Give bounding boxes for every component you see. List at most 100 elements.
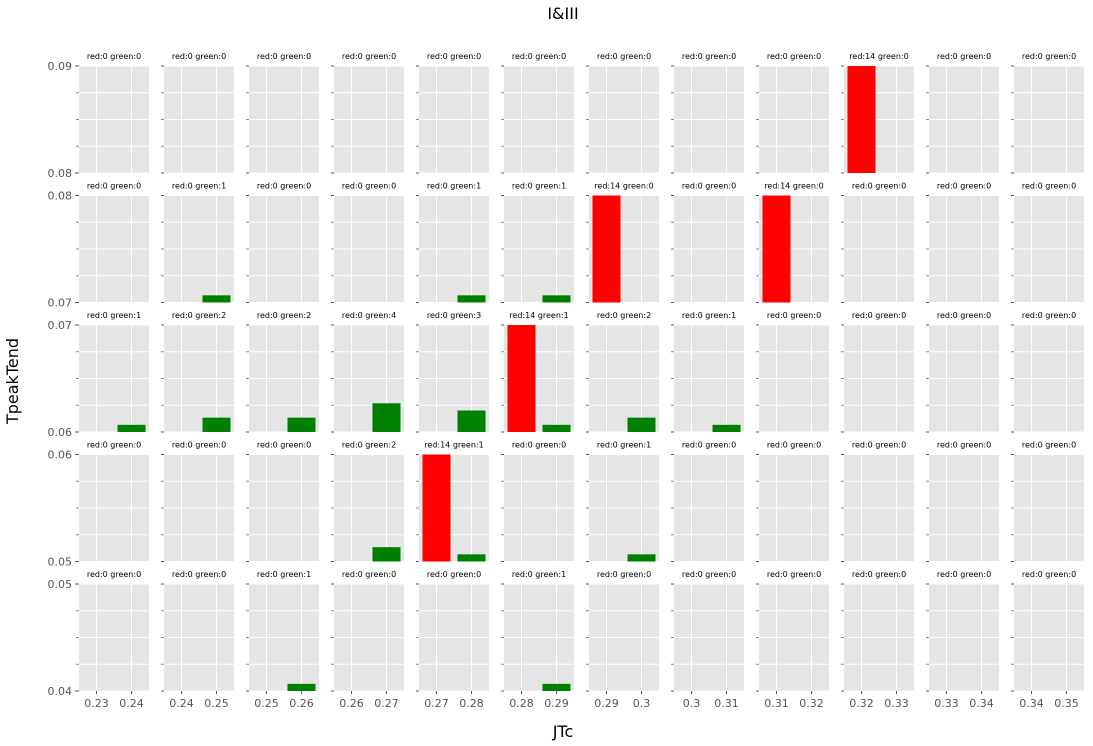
y-tick-label: 0.09 — [48, 60, 73, 73]
panel-title: red:0 green:4 — [342, 311, 396, 320]
panel-title: red:0 green:0 — [597, 52, 651, 61]
panel-title: red:0 green:1 — [512, 182, 566, 191]
panel-r0-c11: red:0 green:0 — [1011, 52, 1084, 174]
panel-title: red:0 green:0 — [852, 441, 906, 450]
y-tick-label: 0.06 — [48, 449, 73, 462]
bar-green — [202, 295, 231, 303]
panel-title: red:0 green:0 — [342, 182, 396, 191]
panel-title: red:0 green:2 — [597, 311, 651, 320]
y-tick-label: 0.07 — [48, 297, 73, 310]
panel-title: red:0 green:0 — [342, 570, 396, 579]
panel-r3-c9: red:0 green:0 — [841, 441, 914, 562]
bar-green — [117, 424, 146, 432]
panel-title: red:0 green:0 — [767, 52, 821, 61]
y-tick-label: 0.05 — [48, 556, 73, 569]
panel-r2-c3: red:0 green:4 — [331, 311, 404, 433]
panel-r3-c11: red:0 green:0 — [1011, 441, 1084, 562]
panel-r4-c1: red:0 green:0 0.24 0.25 — [161, 570, 234, 710]
panel-title: red:14 green:1 — [509, 311, 568, 320]
panel-r2-c4: red:0 green:3 — [416, 311, 489, 433]
panel-title: red:0 green:0 — [172, 570, 226, 579]
panel-r4-c4: red:0 green:0 0.27 0.28 — [416, 570, 489, 710]
y-tick-label: 0.06 — [48, 426, 73, 439]
panel-title: red:0 green:0 — [767, 441, 821, 450]
panel-r3-c3: red:0 green:2 — [331, 441, 404, 562]
bar-green — [457, 554, 486, 562]
y-tick-label: 0.08 — [48, 167, 73, 180]
panel-title: red:0 green:0 — [257, 52, 311, 61]
panel-title: red:14 green:0 — [849, 52, 908, 61]
panel-title: red:0 green:0 — [87, 570, 141, 579]
panel-r2-c10: red:0 green:0 — [926, 311, 999, 433]
bar-green — [457, 410, 486, 432]
figure-title: I&III — [547, 4, 578, 23]
x-tick-label: 0.32 — [799, 697, 824, 710]
panel-title: red:0 green:0 — [257, 441, 311, 450]
y-axis-label: TpeakTend — [3, 338, 22, 425]
bar-green — [627, 417, 656, 432]
x-tick-label: 0.35 — [1054, 697, 1079, 710]
panel-title: red:0 green:0 — [682, 570, 736, 579]
panel-r4-c8: red:0 green:0 0.31 0.32 — [756, 570, 829, 710]
bar-red — [762, 195, 791, 303]
bar-green — [542, 295, 571, 303]
bar-green — [287, 683, 316, 691]
panel-r1-c1: red:0 green:1 — [161, 182, 234, 303]
panel-r1-c9: red:0 green:0 — [841, 182, 914, 303]
panel-title: red:0 green:0 — [1022, 570, 1076, 579]
panel-title: red:0 green:1 — [682, 311, 736, 320]
panel-r0-c1: red:0 green:0 — [161, 52, 234, 174]
x-tick-label: 0.25 — [204, 697, 229, 710]
bar-green — [287, 417, 316, 432]
panel-r1-c2: red:0 green:0 — [246, 182, 319, 303]
x-tick-label: 0.33 — [934, 697, 959, 710]
panel-title: red:0 green:0 — [1022, 52, 1076, 61]
x-tick-label: 0.31 — [714, 697, 739, 710]
panel-title: red:0 green:0 — [1022, 182, 1076, 191]
x-tick-label: 0.24 — [119, 697, 144, 710]
panel-r4-c9: red:0 green:0 0.32 0.33 — [841, 570, 914, 710]
panel-title: red:0 green:0 — [87, 441, 141, 450]
x-tick-label: 0.34 — [969, 697, 994, 710]
panel-title: red:0 green:2 — [257, 311, 311, 320]
panel-title: red:0 green:0 — [427, 570, 481, 579]
y-tick-label: 0.08 — [48, 190, 73, 203]
bar-red — [847, 66, 876, 173]
panel-r0-c3: red:0 green:0 — [331, 52, 404, 174]
panel-r1-c7: red:0 green:0 — [671, 182, 744, 303]
panel-title: red:0 green:0 — [512, 441, 566, 450]
panel-r2-c1: red:0 green:2 — [161, 311, 234, 433]
panel-title: red:0 green:0 — [852, 182, 906, 191]
x-tick-label: 0.28 — [509, 697, 534, 710]
bar-green — [372, 403, 401, 432]
panel-r3-c8: red:0 green:0 — [756, 441, 829, 562]
x-axis-label: JTc — [552, 722, 574, 741]
panel-r3-c10: red:0 green:0 — [926, 441, 999, 562]
panel-r3-c0: red:0 green:0 0.05 0.06 — [48, 441, 149, 569]
panel-title: red:0 green:0 — [172, 441, 226, 450]
panel-r4-c0: red:0 green:0 0.04 0.05 0.23 0.24 — [48, 570, 149, 710]
panel-r2-c7: red:0 green:1 — [671, 311, 744, 433]
panel-r0-c0: red:0 green:0 0.08 0.09 — [48, 52, 149, 180]
panel-title: red:0 green:0 — [427, 52, 481, 61]
panel-title: red:0 green:0 — [937, 52, 991, 61]
panel-title: red:0 green:0 — [257, 182, 311, 191]
panel-r1-c5: red:0 green:1 — [501, 182, 574, 303]
panel-r0-c10: red:0 green:0 — [926, 52, 999, 174]
panel-title: red:0 green:0 — [937, 182, 991, 191]
panel-title: red:0 green:2 — [342, 441, 396, 450]
panel-r1-c10: red:0 green:0 — [926, 182, 999, 303]
bar-green — [627, 554, 656, 562]
panel-r2-c0: red:0 green:1 0.06 0.07 — [48, 311, 149, 439]
panel-title: red:0 green:0 — [852, 311, 906, 320]
x-tick-label: 0.34 — [1019, 697, 1044, 710]
panel-r2-c5: red:14 green:1 — [501, 311, 574, 433]
y-tick-label: 0.07 — [48, 319, 73, 332]
panel-r3-c6: red:0 green:1 — [586, 441, 659, 562]
x-tick-label: 0.33 — [884, 697, 909, 710]
panel-title: red:0 green:0 — [767, 570, 821, 579]
panel-r4-c2: red:0 green:1 0.25 0.26 — [246, 570, 319, 710]
panel-r0-c4: red:0 green:0 — [416, 52, 489, 174]
